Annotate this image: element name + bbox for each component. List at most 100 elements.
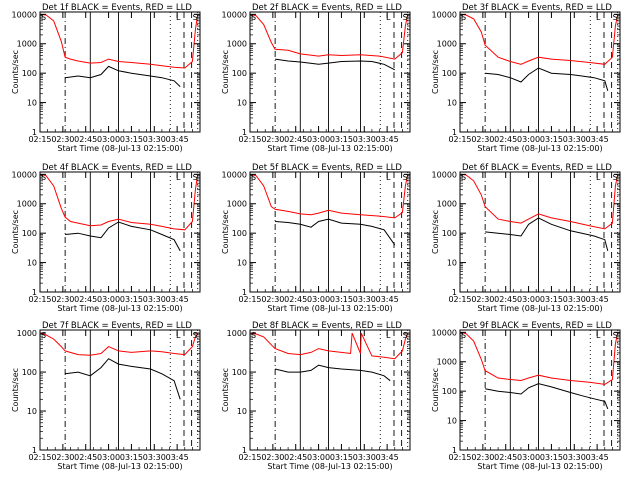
marker-s-right: S (613, 13, 618, 22)
x-axis-label: Start Time (08-Jul-13 02:15:00) (57, 304, 182, 313)
marker-s-left: S (41, 331, 46, 340)
y-tick-label: 100 (232, 368, 247, 377)
y-tick-label: 100 (22, 69, 37, 78)
y-tick-label: 1 (32, 446, 37, 455)
marker-s-right: S (193, 173, 198, 182)
plot-frame (39, 11, 201, 133)
x-tick-label: 03:45 (166, 453, 189, 462)
x-tick-label: 03:30 (353, 135, 376, 144)
x-tick-label: 03:30 (563, 135, 586, 144)
y-tick-label: 1 (242, 446, 247, 455)
x-tick-label: 03:15 (540, 135, 563, 144)
y-tick-label: 10 (237, 99, 247, 108)
series-lld-line (39, 13, 199, 69)
y-tick-label: 1 (32, 128, 37, 137)
plot-frame (249, 171, 411, 293)
series-events-line (275, 58, 396, 71)
y-tick-label: 1000 (227, 40, 247, 49)
plot-frame (459, 329, 621, 451)
marker-s-left: S (41, 173, 46, 182)
y-tick-label: 10000 (12, 170, 37, 179)
marker-s-left: S (41, 13, 46, 22)
x-axis-label: Start Time (08-Jul-13 02:15:00) (57, 462, 182, 471)
x-tick-label: 03:00 (517, 295, 540, 304)
series-lld-line (39, 173, 199, 231)
marker-s-right: S (403, 13, 408, 22)
y-axis-label: Counts/sec (11, 210, 20, 254)
y-axis-label: Counts/sec (431, 368, 440, 412)
panel-title: Det 4f BLACK = Events, RED = LLD (42, 163, 192, 173)
marker-s-right: S (193, 13, 198, 22)
x-tick-label: 03:00 (517, 453, 540, 462)
marker-s-right: S (613, 173, 618, 182)
x-tick-label: 03:45 (376, 453, 399, 462)
y-tick-label: 100 (22, 229, 37, 238)
x-axis-label: Start Time (08-Jul-13 02:15:00) (267, 144, 392, 153)
x-tick-label: 02:15 (28, 453, 51, 462)
marker-s-left: S (251, 13, 256, 22)
y-tick-label: 1000 (227, 200, 247, 209)
x-tick-label: 03:30 (143, 135, 166, 144)
x-tick-label: 03:45 (376, 295, 399, 304)
series-events-line (65, 358, 181, 400)
marker-s-left: S (251, 173, 256, 182)
x-tick-label: 02:15 (238, 295, 261, 304)
x-tick-label: 03:45 (586, 135, 609, 144)
x-tick-label: 03:30 (353, 453, 376, 462)
y-tick-label: 10 (27, 99, 37, 108)
series-events-line (274, 364, 391, 382)
marker-l: L (386, 173, 391, 182)
series-lld-line (459, 173, 619, 230)
y-axis-label: Counts/sec (11, 50, 20, 94)
y-tick-label: 1000 (17, 40, 37, 49)
marker-s-right: S (193, 331, 198, 340)
x-tick-label: 02:45 (494, 453, 517, 462)
marker-s-right: S (403, 173, 408, 182)
marker-s-left: S (251, 331, 256, 340)
y-tick-label: 10 (447, 259, 457, 268)
x-tick-label: 03:45 (586, 453, 609, 462)
x-tick-label: 03:15 (330, 295, 353, 304)
y-tick-label: 1000 (437, 200, 457, 209)
x-tick-label: 02:30 (51, 135, 74, 144)
series-lld-line (249, 173, 409, 219)
y-tick-label: 10 (447, 417, 457, 426)
x-tick-label: 02:30 (261, 295, 284, 304)
y-tick-label: 1 (242, 288, 247, 297)
x-tick-label: 02:30 (471, 453, 494, 462)
x-tick-label: 03:15 (330, 453, 353, 462)
x-tick-label: 02:45 (284, 135, 307, 144)
x-tick-label: 02:45 (494, 295, 517, 304)
x-tick-label: 03:30 (563, 295, 586, 304)
marker-l: L (596, 331, 601, 340)
y-tick-label: 1000 (17, 329, 37, 338)
x-tick-label: 02:30 (51, 453, 74, 462)
marker-l: L (386, 13, 391, 22)
x-tick-label: 02:30 (471, 135, 494, 144)
y-tick-label: 10000 (432, 328, 457, 337)
series-events-line (485, 217, 609, 252)
x-tick-label: 03:00 (97, 453, 120, 462)
x-tick-label: 03:30 (143, 453, 166, 462)
plot-frame (459, 11, 621, 133)
x-tick-label: 03:15 (540, 453, 563, 462)
y-axis-label: Counts/sec (431, 210, 440, 254)
x-tick-label: 03:30 (143, 295, 166, 304)
x-axis-label: Start Time (08-Jul-13 02:15:00) (267, 462, 392, 471)
y-tick-label: 10000 (222, 170, 247, 179)
y-tick-label: 100 (232, 69, 247, 78)
x-tick-label: 03:30 (563, 453, 586, 462)
y-tick-label: 1 (452, 128, 457, 137)
x-tick-label: 03:15 (120, 453, 143, 462)
y-tick-label: 100 (22, 368, 37, 377)
y-axis-label: Counts/sec (431, 50, 440, 94)
x-tick-label: 03:15 (540, 295, 563, 304)
y-axis-label: Counts/sec (221, 210, 230, 254)
x-tick-label: 02:45 (74, 295, 97, 304)
